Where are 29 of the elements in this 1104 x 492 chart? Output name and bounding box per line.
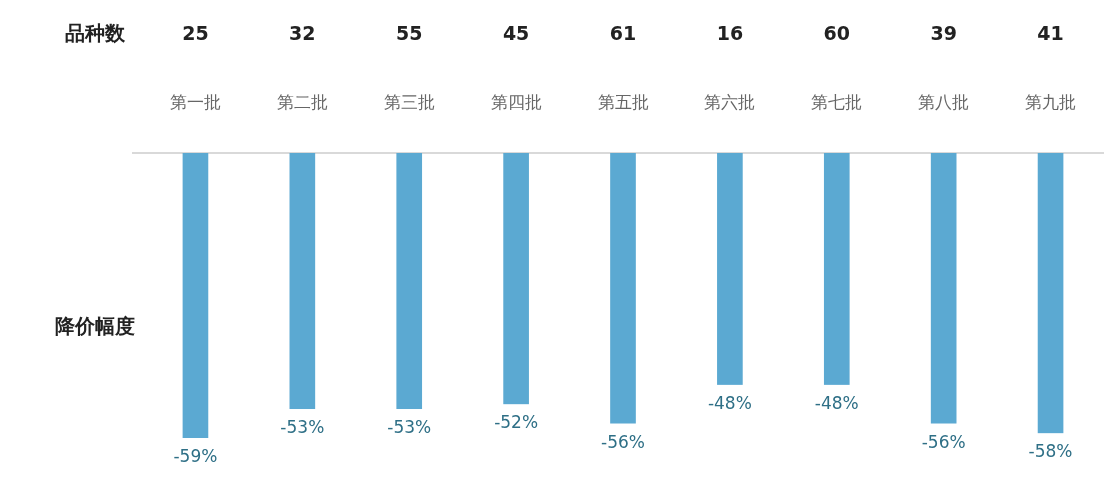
text: 45 xyxy=(502,22,530,44)
data-label: -56% xyxy=(921,431,966,452)
text: 16 xyxy=(716,22,744,44)
x-tick-label: 第七批 xyxy=(811,92,863,112)
text: 61 xyxy=(609,22,637,44)
text: 25 xyxy=(182,22,209,44)
data-label: -48% xyxy=(707,392,752,413)
data-label: -56% xyxy=(601,431,645,452)
data-label: -53% xyxy=(387,417,432,438)
x-tick-label: 第三批 xyxy=(383,92,435,112)
data-label: -59% xyxy=(173,446,218,466)
data-label: -48% xyxy=(814,392,859,413)
x-tick-label: 第四批 xyxy=(490,92,542,112)
x-tick-label: 第一批 xyxy=(169,92,221,112)
x-tick-label: 第二批 xyxy=(276,92,328,112)
x-tick-label: 第八批 xyxy=(918,92,970,112)
text: 32 xyxy=(289,22,316,44)
text: 品种数 xyxy=(65,21,126,45)
x-tick-label: 第九批 xyxy=(1025,92,1077,112)
x-tick-label: 第六批 xyxy=(704,92,756,112)
text: 55 xyxy=(396,22,423,44)
data-label: -52% xyxy=(494,412,539,433)
data-label: -53% xyxy=(280,417,325,438)
text: 60 xyxy=(823,22,850,44)
y-axis-title: 降价幅度 xyxy=(55,314,135,338)
x-tick-label: 第五批 xyxy=(597,92,649,112)
text: 39 xyxy=(930,22,957,44)
data-label: -58% xyxy=(1028,441,1073,462)
text: 41 xyxy=(1037,22,1064,44)
